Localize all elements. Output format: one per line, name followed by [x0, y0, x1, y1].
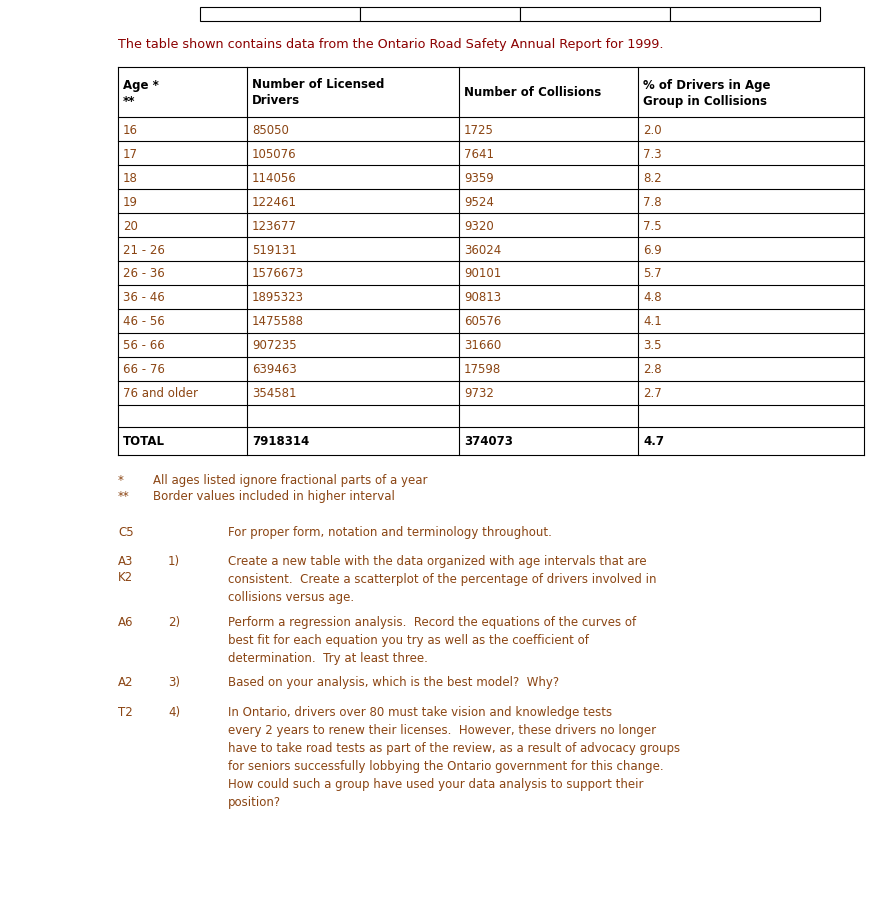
Text: Number of Licensed
Drivers: Number of Licensed Drivers — [252, 78, 384, 108]
Text: A6: A6 — [118, 616, 134, 629]
Text: 17: 17 — [123, 147, 138, 160]
Text: 7.8: 7.8 — [643, 195, 661, 209]
Text: 354581: 354581 — [252, 387, 297, 400]
Text: 639463: 639463 — [252, 363, 297, 376]
Text: 36024: 36024 — [464, 244, 501, 256]
Text: A3: A3 — [118, 555, 134, 568]
Text: 85050: 85050 — [252, 123, 289, 136]
Text: 7918314: 7918314 — [252, 435, 309, 448]
Text: 1576673: 1576673 — [252, 267, 305, 280]
Text: *: * — [118, 473, 124, 486]
Bar — [520, 8, 670, 22]
Text: 21 - 26: 21 - 26 — [123, 244, 165, 256]
Text: 1475588: 1475588 — [252, 315, 304, 328]
Text: 3.5: 3.5 — [643, 339, 661, 352]
Text: 6.9: 6.9 — [643, 244, 662, 256]
Text: 907235: 907235 — [252, 339, 297, 352]
Text: 7.3: 7.3 — [643, 147, 661, 160]
Bar — [360, 8, 520, 22]
Text: 19: 19 — [123, 195, 138, 209]
Text: 90101: 90101 — [464, 267, 501, 280]
Text: 122461: 122461 — [252, 195, 297, 209]
Text: 3): 3) — [168, 675, 180, 688]
Text: For proper form, notation and terminology throughout.: For proper form, notation and terminolog… — [228, 526, 552, 539]
Text: **: ** — [118, 490, 130, 503]
Text: 1725: 1725 — [464, 123, 494, 136]
Text: 16: 16 — [123, 123, 138, 136]
Text: 114056: 114056 — [252, 171, 297, 185]
Text: 105076: 105076 — [252, 147, 297, 160]
Text: A2: A2 — [118, 675, 134, 688]
Text: TOTAL: TOTAL — [123, 435, 165, 448]
Text: Based on your analysis, which is the best model?  Why?: Based on your analysis, which is the bes… — [228, 675, 559, 688]
Text: 4.8: 4.8 — [643, 291, 661, 304]
Bar — [200, 8, 360, 22]
Text: 4): 4) — [168, 705, 180, 719]
Text: 36 - 46: 36 - 46 — [123, 291, 165, 304]
Text: 7.5: 7.5 — [643, 220, 661, 233]
Text: 1895323: 1895323 — [252, 291, 304, 304]
Text: 123677: 123677 — [252, 220, 297, 233]
Text: Age *
**: Age * ** — [123, 78, 159, 108]
Text: 519131: 519131 — [252, 244, 297, 256]
Text: 56 - 66: 56 - 66 — [123, 339, 165, 352]
Text: 5.7: 5.7 — [643, 267, 661, 280]
Text: 9320: 9320 — [464, 220, 494, 233]
Text: 18: 18 — [123, 171, 138, 185]
Text: Border values included in higher interval: Border values included in higher interva… — [153, 490, 395, 503]
Text: 2.0: 2.0 — [643, 123, 661, 136]
Bar — [670, 8, 820, 22]
Text: 2.8: 2.8 — [643, 363, 661, 376]
Text: 60576: 60576 — [464, 315, 501, 328]
Text: Perform a regression analysis.  Record the equations of the curves of
best fit f: Perform a regression analysis. Record th… — [228, 616, 636, 664]
Text: Number of Collisions: Number of Collisions — [464, 86, 601, 99]
Text: The table shown contains data from the Ontario Road Safety Annual Report for 199: The table shown contains data from the O… — [118, 38, 664, 51]
Text: % of Drivers in Age
Group in Collisions: % of Drivers in Age Group in Collisions — [643, 78, 771, 108]
Text: 374073: 374073 — [464, 435, 513, 448]
Text: K2: K2 — [118, 571, 134, 584]
Text: All ages listed ignore fractional parts of a year: All ages listed ignore fractional parts … — [153, 473, 427, 486]
Text: Create a new table with the data organized with age intervals that are
consisten: Create a new table with the data organiz… — [228, 555, 657, 604]
Text: 66 - 76: 66 - 76 — [123, 363, 165, 376]
Text: 2): 2) — [168, 616, 180, 629]
Text: 20: 20 — [123, 220, 138, 233]
Text: 9732: 9732 — [464, 387, 494, 400]
Text: C5: C5 — [118, 526, 134, 539]
Text: 9359: 9359 — [464, 171, 494, 185]
Text: 76 and older: 76 and older — [123, 387, 198, 400]
Text: 8.2: 8.2 — [643, 171, 661, 185]
Text: 9524: 9524 — [464, 195, 494, 209]
Text: 17598: 17598 — [464, 363, 501, 376]
Text: In Ontario, drivers over 80 must take vision and knowledge tests
every 2 years t: In Ontario, drivers over 80 must take vi… — [228, 705, 680, 808]
Text: 90813: 90813 — [464, 291, 501, 304]
Text: 7641: 7641 — [464, 147, 494, 160]
Text: 26 - 36: 26 - 36 — [123, 267, 165, 280]
Text: 4.7: 4.7 — [643, 435, 664, 448]
Text: 1): 1) — [168, 555, 180, 568]
Text: 46 - 56: 46 - 56 — [123, 315, 165, 328]
Text: T2: T2 — [118, 705, 133, 719]
Text: 2.7: 2.7 — [643, 387, 662, 400]
Text: 31660: 31660 — [464, 339, 501, 352]
Text: 4.1: 4.1 — [643, 315, 662, 328]
